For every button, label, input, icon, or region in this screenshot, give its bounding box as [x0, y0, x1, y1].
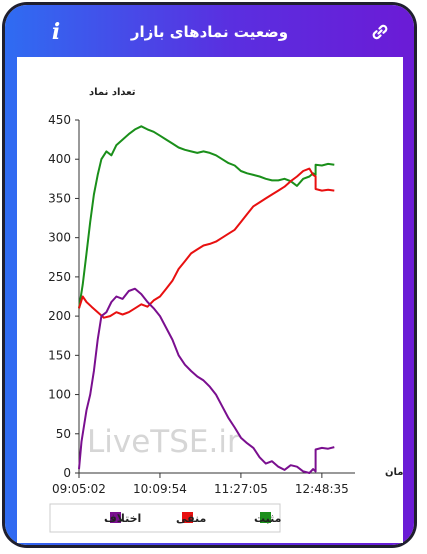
y-tick-label: 400 [48, 152, 71, 166]
series-line-2 [78, 287, 335, 474]
info-icon[interactable]: i [51, 19, 61, 45]
x-axis-label: زمان [385, 467, 403, 478]
y-tick-label: 350 [48, 191, 71, 205]
y-tick-label: 100 [48, 388, 71, 402]
y-tick-label: 450 [48, 113, 71, 127]
y-tick-label: 250 [48, 270, 71, 284]
page-title: وضعیت نمادهای بازار [130, 23, 289, 41]
market-status-chart: LiveTSE.ir تعداد نماد زمان 0 50 100 150 200 2… [48, 87, 409, 533]
x-tick-label: 12:48:35 [295, 482, 349, 496]
y-tick-label: 0 [63, 466, 71, 480]
legend-swatch-1 [182, 512, 193, 523]
legend-label-2: اختلاف [104, 512, 141, 525]
chart-panel: LiveTSE.ir تعداد نماد زمان 0 50 100 150 200 2… [17, 57, 409, 543]
y-tick-label: 300 [48, 231, 71, 245]
x-tick-label: 11:27:05 [214, 482, 268, 496]
series-line-1 [78, 167, 335, 319]
series-line-0 [78, 125, 335, 309]
y-tick-label: 150 [48, 348, 71, 362]
legend-label-0: مثبت [254, 512, 281, 525]
legend-label-1: منفی [176, 512, 206, 525]
link-icon[interactable] [370, 22, 390, 42]
y-axis-label: تعداد نماد [89, 87, 136, 98]
legend-swatch-0 [260, 512, 271, 523]
chart-legend: مثبت منفی اختلاف [49, 503, 281, 533]
legend-swatch-2 [110, 512, 121, 523]
app-card: i وضعیت نمادهای بازار LiveTSE.ir تعداد ن… [5, 5, 414, 545]
watermark: LiveTSE.ir [87, 424, 240, 460]
y-tick-label: 200 [48, 309, 71, 323]
x-tick-label: 09:05:02 [52, 482, 106, 496]
x-tick-label: 10:09:54 [133, 482, 187, 496]
y-tick-label: 50 [56, 427, 71, 441]
